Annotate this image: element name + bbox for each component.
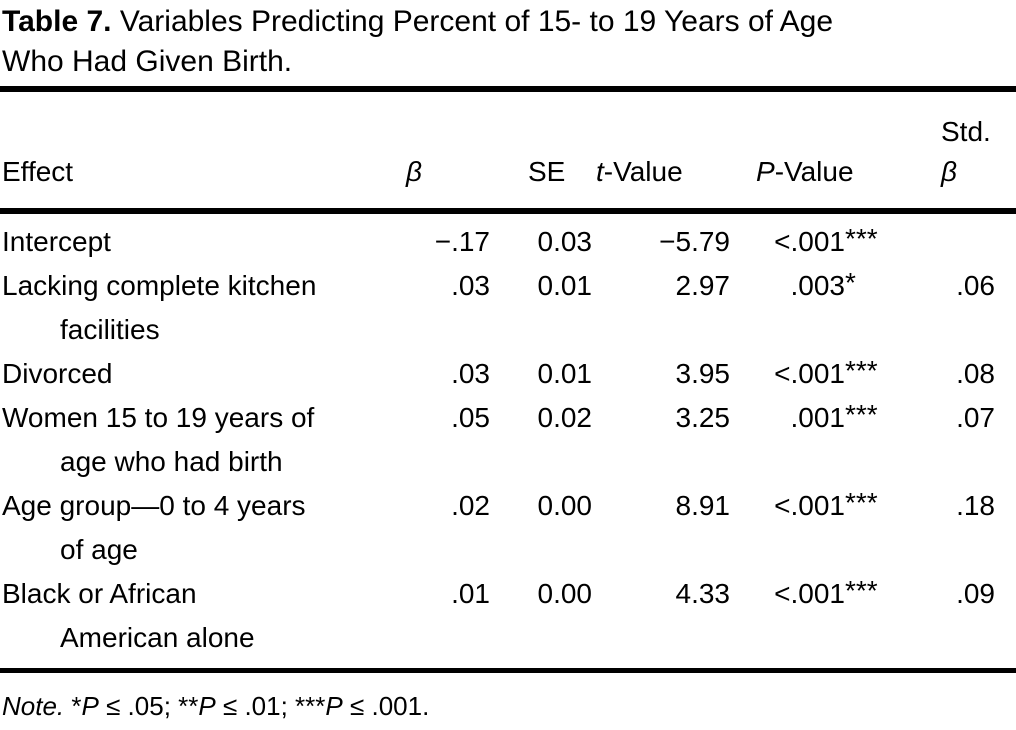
effect-line: of age <box>60 534 138 565</box>
beta-cell: .05 <box>451 402 490 433</box>
effect-line: Lacking complete kitchen <box>2 270 317 301</box>
se-cell: 0.03 <box>537 226 593 257</box>
p-value-cell: .001*** <box>730 396 895 484</box>
significance-stars: * <box>845 267 856 298</box>
effect-line: Black or African <box>2 578 197 609</box>
note-p-symbol: P <box>325 691 343 721</box>
table-row-lacking-kitchen: Lacking complete kitchen facilities .03 … <box>0 264 1016 352</box>
note-text: ≤ .05; ** <box>98 691 199 721</box>
std-beta-cell: .18 <box>956 490 995 521</box>
effect-cell: Age group—0 to 4 years of age <box>0 484 400 572</box>
p-value-text: <.001 <box>774 226 845 257</box>
effect-line: age who had birth <box>60 446 283 477</box>
p-value-text: <.001 <box>774 490 845 521</box>
effect-line: Divorced <box>2 358 113 389</box>
note-text: ≤ .01; *** <box>215 691 326 721</box>
effect-line: Intercept <box>2 226 111 257</box>
significance-stars: *** <box>845 355 878 386</box>
col-header-p-value: P-Value <box>730 92 895 214</box>
std-beta-cell: .09 <box>895 572 1016 673</box>
beta-cell: .03 <box>451 358 490 389</box>
significance-stars: *** <box>845 399 878 430</box>
effect-cell: Black or African American alone <box>0 572 400 673</box>
p-value-text: <.001 <box>774 578 845 609</box>
significance-stars: *** <box>845 575 878 606</box>
table-row-women-15-19: Women 15 to 19 years of age who had birt… <box>0 396 1016 484</box>
std-beta-cell: .07 <box>956 402 995 433</box>
col-header-std-beta: Std. β <box>895 92 1016 214</box>
std-beta-cell <box>895 211 1016 264</box>
p-value-cell: <.001*** <box>730 352 895 396</box>
col-header-p-label: P-Value <box>756 156 854 187</box>
se-cell: 0.00 <box>537 490 593 521</box>
t-value-cell: 3.95 <box>675 358 731 389</box>
col-header-effect-label: Effect <box>2 156 74 187</box>
p-value-text: .003 <box>790 270 846 301</box>
col-header-t-label: t-Value <box>596 156 683 187</box>
table-row-intercept: Intercept −.17 0.03 −5.79 <.001*** <box>0 211 1016 264</box>
table-note: Note. *P ≤ .05; **P ≤ .01; ***P ≤ .001. <box>0 689 1016 723</box>
regression-table: Effect β SE t-Value P-Value Std. β Inter… <box>0 92 1016 673</box>
note-text: * <box>64 691 82 721</box>
beta-cell: .01 <box>400 572 490 673</box>
effect-line: facilities <box>60 314 160 345</box>
t-value-cell: 4.33 <box>592 572 730 673</box>
table-title: Table 7. Variables Predicting Percent of… <box>0 0 1016 86</box>
header-row: Effect β SE t-Value P-Value Std. β <box>0 92 1016 214</box>
significance-stars: *** <box>845 223 878 254</box>
t-value-cell: 8.91 <box>675 490 731 521</box>
table-header: Effect β SE t-Value P-Value Std. β <box>0 92 1016 214</box>
significance-stars: *** <box>845 487 878 518</box>
p-value-cell: <.001*** <box>730 211 895 264</box>
table-number: Table 7. <box>2 5 112 38</box>
table-title-line1: Table 7. Variables Predicting Percent of… <box>2 2 1016 42</box>
se-cell: 0.00 <box>490 572 592 673</box>
beta-cell: .03 <box>451 270 490 301</box>
note-p-symbol: P <box>81 691 99 721</box>
effect-line: Women 15 to 19 years of <box>2 402 315 433</box>
note-label: Note. <box>2 691 65 721</box>
t-value-cell: −5.79 <box>659 226 730 257</box>
std-label: Std. <box>941 116 991 147</box>
effect-cell: Women 15 to 19 years of age who had birt… <box>0 396 400 484</box>
effect-cell: Divorced <box>0 352 400 396</box>
table-caption-line1: Variables Predicting Percent of 15- to 1… <box>111 5 834 38</box>
p-value-cell: <.001*** <box>730 572 895 673</box>
table-caption-line2: Who Had Given Birth. <box>2 45 293 78</box>
p-value-cell: .003* <box>730 264 895 352</box>
table-row-age-group-0-4: Age group—0 to 4 years of age .02 0.00 8… <box>0 484 1016 572</box>
std-beta-cell: .06 <box>956 270 995 301</box>
table-body: Intercept −.17 0.03 −5.79 <.001*** Lacki… <box>0 211 1016 673</box>
col-header-beta: β <box>400 92 490 214</box>
p-value-cell: <.001*** <box>730 484 895 572</box>
effect-line: Age group—0 to 4 years <box>2 490 306 521</box>
note-p-symbol: P <box>198 691 216 721</box>
col-header-effect: Effect <box>0 92 400 214</box>
col-header-se-label: SE <box>528 156 566 187</box>
p-value-text: <.001 <box>774 358 845 389</box>
se-cell: 0.01 <box>537 270 593 301</box>
p-value-text: .001 <box>790 402 846 433</box>
t-value-cell: 2.97 <box>675 270 731 301</box>
beta-cell: .02 <box>451 490 490 521</box>
note-text: ≤ .001. <box>342 691 430 721</box>
effect-line: American alone <box>60 622 255 653</box>
table-row-black-african-american: Black or African American alone .01 0.00… <box>0 572 1016 673</box>
t-value-cell: 3.25 <box>675 402 731 433</box>
se-cell: 0.01 <box>537 358 593 389</box>
top-rule <box>0 86 1016 92</box>
effect-cell: Lacking complete kitchen facilities <box>0 264 400 352</box>
col-header-se: SE <box>490 92 592 214</box>
table-row-divorced: Divorced .03 0.01 3.95 <.001*** .08 <box>0 352 1016 396</box>
beta-cell: −.17 <box>434 226 490 257</box>
col-header-t-value: t-Value <box>592 92 730 214</box>
std-beta-cell: .08 <box>956 358 995 389</box>
se-cell: 0.02 <box>537 402 593 433</box>
effect-cell: Intercept <box>0 211 400 264</box>
beta-symbol: β <box>406 156 422 187</box>
std-beta-symbol: β <box>941 156 957 187</box>
